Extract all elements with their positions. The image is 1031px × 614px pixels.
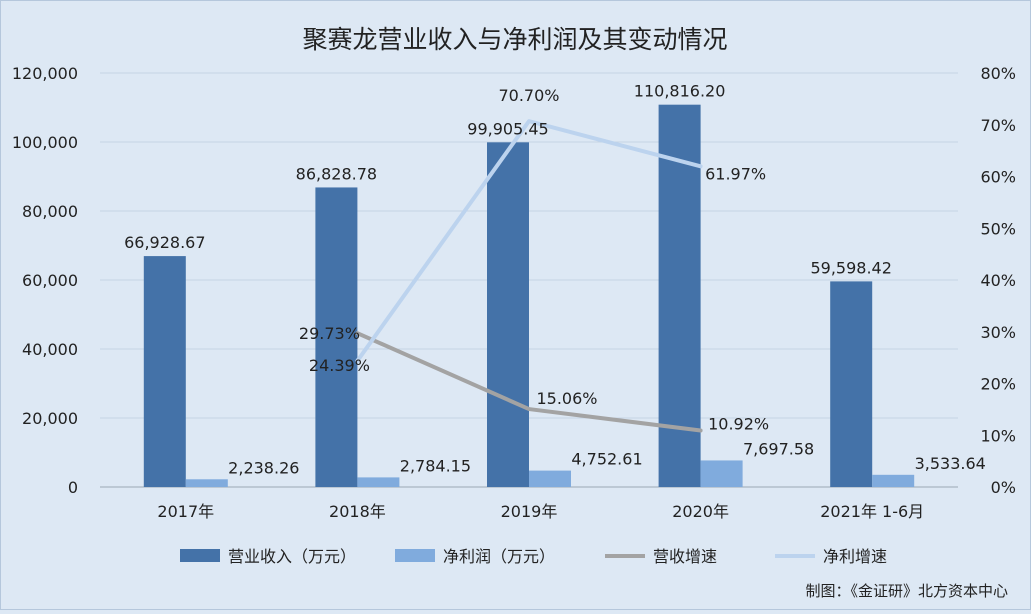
bar xyxy=(700,460,743,487)
right-tick-label: 50% xyxy=(980,219,1016,238)
bar xyxy=(143,256,186,487)
left-tick-label: 0 xyxy=(68,478,78,497)
left-tick-label: 120,000 xyxy=(12,64,78,83)
right-axis-ticks: 0% 10% 20% 30% 40% 50% 60% 70% 80% xyxy=(980,64,1016,497)
bar-value-label: 2,784.15 xyxy=(400,456,471,475)
bar-value-label: 7,697.58 xyxy=(743,439,814,458)
line-series xyxy=(355,119,703,433)
data-labels: 66,928.67 86,828.78 99,905.45 110,816.20 59,… xyxy=(124,82,986,478)
category-label: 2018年 xyxy=(329,502,386,521)
category-label: 2021年 1-6月 xyxy=(820,502,924,521)
legend-swatch xyxy=(395,549,435,562)
right-tick-label: 70% xyxy=(980,116,1016,135)
bar xyxy=(487,142,529,487)
right-tick-label: 0% xyxy=(991,478,1016,497)
legend-label: 营收增速 xyxy=(653,547,717,566)
right-tick-label: 30% xyxy=(980,323,1016,342)
series-line xyxy=(355,331,703,433)
line-value-label: 15.06% xyxy=(536,389,597,408)
bar-value-label: 66,928.67 xyxy=(124,233,205,252)
legend-label: 净利润（万元） xyxy=(443,547,555,566)
category-label: 2017年 xyxy=(157,502,214,521)
category-label: 2019年 xyxy=(501,502,558,521)
line-value-label: 70.70% xyxy=(498,86,559,105)
right-tick-label: 40% xyxy=(980,271,1016,290)
legend-label: 净利增速 xyxy=(823,547,887,566)
left-tick-label: 80,000 xyxy=(22,202,78,221)
left-axis-ticks: 0 20,000 40,000 60,000 80,000 100,000 120,000 xyxy=(12,64,78,497)
bar-value-label: 4,752.61 xyxy=(571,450,642,469)
line-value-label: 10.92% xyxy=(708,414,769,433)
bar xyxy=(658,104,701,487)
left-tick-label: 20,000 xyxy=(22,409,78,428)
bar-series xyxy=(143,104,915,487)
right-tick-label: 10% xyxy=(980,426,1016,445)
bar xyxy=(315,187,358,487)
legend-swatch xyxy=(180,549,220,562)
chart-title: 聚赛龙营业收入与净利润及其变动情况 xyxy=(302,25,727,54)
bar-value-label: 3,533.64 xyxy=(915,454,986,473)
legend: 营业收入（万元） 净利润（万元） 营收增速 净利增速 xyxy=(180,547,887,566)
line-value-label: 61.97% xyxy=(705,164,766,183)
bar xyxy=(357,477,400,487)
bar-value-label: 99,905.45 xyxy=(467,119,548,138)
right-tick-label: 60% xyxy=(980,168,1016,187)
line-value-label: 24.39% xyxy=(309,356,370,375)
bar-value-label: 86,828.78 xyxy=(296,164,377,183)
left-tick-label: 100,000 xyxy=(12,133,78,152)
bar xyxy=(872,474,915,487)
category-label: 2020年 xyxy=(672,502,729,521)
bar-value-label: 59,598.42 xyxy=(810,258,891,277)
series-line xyxy=(355,119,703,363)
right-tick-label: 80% xyxy=(980,64,1016,83)
left-tick-label: 40,000 xyxy=(22,340,78,359)
source-note: 制图：《金证研》北方资本中心 xyxy=(805,582,1008,600)
legend-label: 营业收入（万元） xyxy=(228,547,356,566)
left-tick-label: 60,000 xyxy=(22,271,78,290)
right-tick-label: 20% xyxy=(980,375,1016,394)
line-value-label: 29.73% xyxy=(299,324,360,343)
bar xyxy=(529,470,571,487)
bar-value-label: 110,816.20 xyxy=(634,82,726,101)
bar xyxy=(185,479,228,487)
bar-value-label: 2,238.26 xyxy=(228,458,299,477)
bar xyxy=(830,281,873,487)
category-labels: 2017年 2018年 2019年 2020年 2021年 1-6月 xyxy=(157,502,924,521)
